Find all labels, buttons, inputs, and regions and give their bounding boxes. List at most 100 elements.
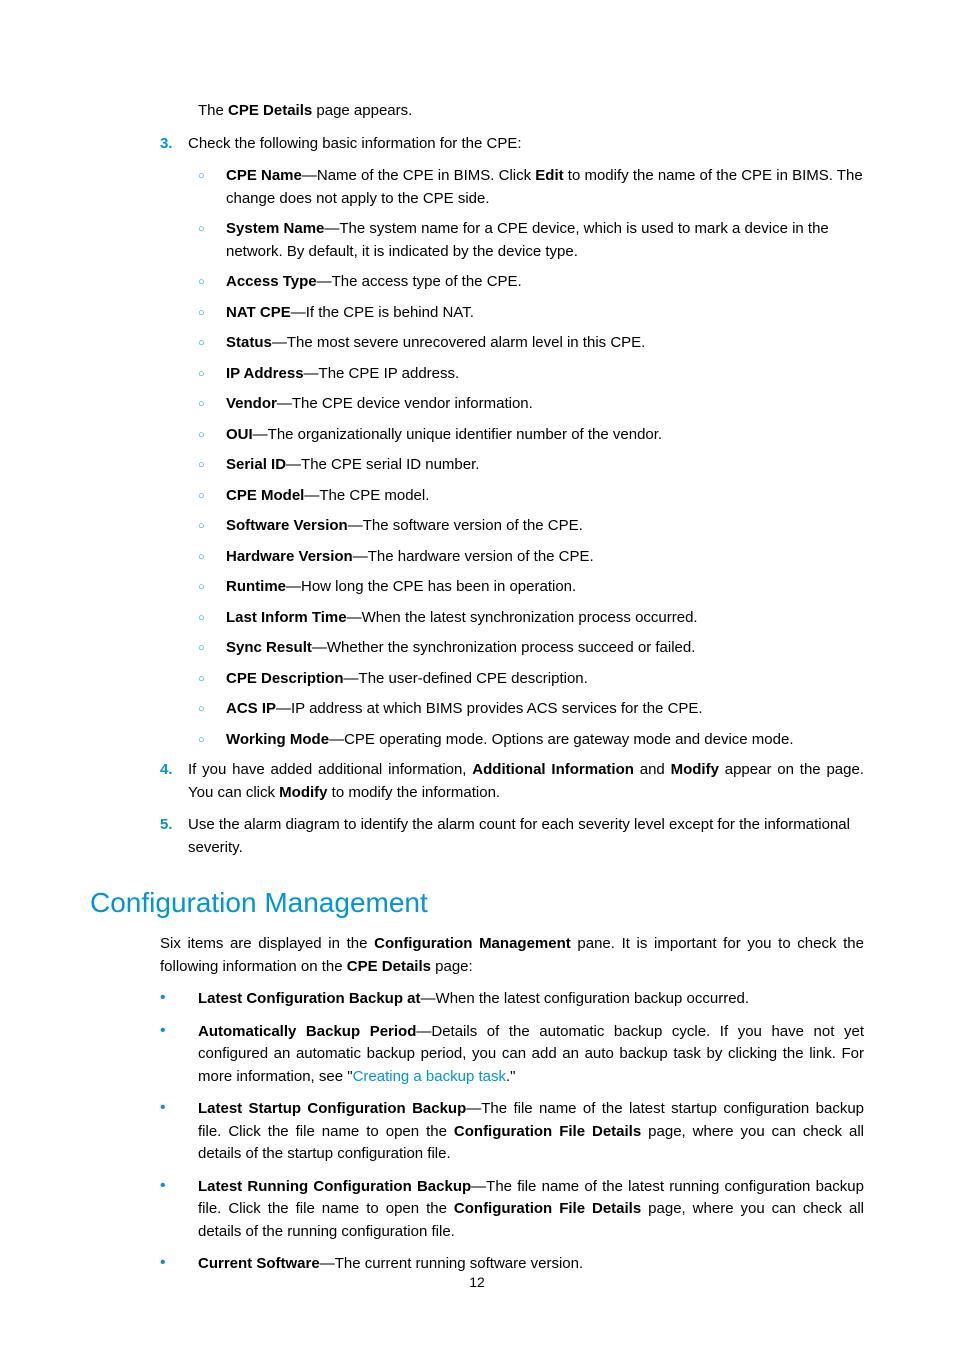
sub-item-text: System Name—The system name for a CPE de… [226, 218, 864, 263]
sub-list-item: ○Status—The most severe unrecovered alar… [198, 332, 864, 355]
field-desc: —The CPE IP address. [304, 365, 460, 382]
sub-item-text: Last Inform Time—When the latest synchro… [226, 607, 864, 630]
intro-paragraph: Six items are displayed in the Configura… [160, 933, 864, 978]
text: to modify the information. [328, 784, 501, 801]
field-label: Status [226, 334, 272, 351]
circle-bullet-icon: ○ [198, 576, 226, 599]
field-desc: —The CPE model. [304, 487, 429, 504]
field-desc: —When the latest configuration backup oc… [421, 990, 750, 1007]
field-label: Software Version [226, 517, 348, 534]
bullet-list-item: •Latest Configuration Backup at—When the… [160, 988, 864, 1011]
dot-bullet-icon: • [160, 1253, 198, 1276]
ordered-step-4: 4. If you have added additional informat… [90, 759, 864, 804]
field-label: Latest Running Configuration Backup [198, 1178, 471, 1195]
field-label: IP Address [226, 365, 304, 382]
field-label: Last Inform Time [226, 609, 347, 626]
circle-bullet-icon: ○ [198, 485, 226, 508]
circle-bullet-icon: ○ [198, 546, 226, 569]
field-label: Serial ID [226, 456, 286, 473]
sub-item-text: Sync Result—Whether the synchronization … [226, 637, 864, 660]
dot-bullet-icon: • [160, 1021, 198, 1089]
field-desc: —Whether the synchronization process suc… [312, 639, 696, 656]
sub-list-item: ○NAT CPE—If the CPE is behind NAT. [198, 302, 864, 325]
ordered-step-5: 5. Use the alarm diagram to identify the… [90, 814, 864, 859]
sub-list: ○CPE Name—Name of the CPE in BIMS. Click… [198, 165, 864, 751]
field-label: CPE Model [226, 487, 304, 504]
bold-text: CPE Details [228, 102, 312, 119]
bold-text: Modify [279, 784, 327, 801]
field-desc: —The software version of the CPE. [348, 517, 583, 534]
field-desc: —IP address at which BIMS provides ACS s… [276, 700, 703, 717]
field-label: Working Mode [226, 731, 329, 748]
page-number: 12 [0, 1274, 954, 1290]
field-label: Latest Configuration Backup at [198, 990, 421, 1007]
sub-list-item: ○Hardware Version—The hardware version o… [198, 546, 864, 569]
field-label: Access Type [226, 273, 317, 290]
circle-bullet-icon: ○ [198, 637, 226, 660]
field-label: CPE Name [226, 167, 302, 184]
sub-list-item: ○Software Version—The software version o… [198, 515, 864, 538]
sub-item-text: Runtime—How long the CPE has been in ope… [226, 576, 864, 599]
text: page appears. [312, 102, 412, 119]
field-desc: —When the latest synchronization process… [347, 609, 698, 626]
bold-text: Additional Information [472, 761, 634, 778]
sub-list-item: ○CPE Description—The user-defined CPE de… [198, 668, 864, 691]
step-text: If you have added additional information… [188, 759, 864, 804]
field-label: OUI [226, 426, 253, 443]
field-label: Sync Result [226, 639, 312, 656]
bullet-item-text: Latest Running Configuration Backup—The … [198, 1176, 864, 1244]
field-label: CPE Description [226, 670, 344, 687]
circle-bullet-icon: ○ [198, 698, 226, 721]
field-desc: —How long the CPE has been in operation. [286, 578, 576, 595]
circle-bullet-icon: ○ [198, 607, 226, 630]
bullet-list-item: •Automatically Backup Period—Details of … [160, 1021, 864, 1089]
bullet-list-item: •Latest Startup Configuration Backup—The… [160, 1098, 864, 1166]
circle-bullet-icon: ○ [198, 332, 226, 355]
field-desc: —The most severe unrecovered alarm level… [272, 334, 645, 351]
intro-line: The CPE Details page appears. [198, 100, 864, 123]
sub-list-item: ○CPE Model—The CPE model. [198, 485, 864, 508]
sub-item-text: Serial ID—The CPE serial ID number. [226, 454, 864, 477]
bold-text: Configuration File Details [454, 1123, 641, 1140]
sub-item-text: Working Mode—CPE operating mode. Options… [226, 729, 864, 752]
cross-ref-link[interactable]: Creating a backup task [353, 1068, 506, 1085]
circle-bullet-icon: ○ [198, 218, 226, 263]
bold-text: Configuration File Details [454, 1200, 641, 1217]
bullet-item-text: Automatically Backup Period—Details of t… [198, 1021, 864, 1089]
bullet-item-text: Current Software—The current running sof… [198, 1253, 864, 1276]
sub-item-text: NAT CPE—If the CPE is behind NAT. [226, 302, 864, 325]
bullet-list-item: •Current Software—The current running so… [160, 1253, 864, 1276]
bullet-list: •Latest Configuration Backup at—When the… [160, 988, 864, 1276]
sub-list-item: ○ACS IP—IP address at which BIMS provide… [198, 698, 864, 721]
text: Six items are displayed in the [160, 935, 374, 952]
circle-bullet-icon: ○ [198, 454, 226, 477]
bold-text: Configuration Management [374, 935, 571, 952]
field-desc: —The organizationally unique identifier … [253, 426, 662, 443]
text: The [198, 102, 228, 119]
sub-item-text: Access Type—The access type of the CPE. [226, 271, 864, 294]
field-desc: —CPE operating mode. Options are gateway… [329, 731, 793, 748]
circle-bullet-icon: ○ [198, 424, 226, 447]
document-page: The CPE Details page appears. 3. Check t… [0, 0, 954, 1346]
dot-bullet-icon: • [160, 1176, 198, 1244]
field-desc: —The user-defined CPE description. [344, 670, 588, 687]
bold-text: CPE Details [347, 958, 431, 975]
circle-bullet-icon: ○ [198, 165, 226, 210]
sub-list-item: ○CPE Name—Name of the CPE in BIMS. Click… [198, 165, 864, 210]
field-label: Hardware Version [226, 548, 353, 565]
bullet-item-text: Latest Startup Configuration Backup—The … [198, 1098, 864, 1166]
sub-item-text: Hardware Version—The hardware version of… [226, 546, 864, 569]
ordered-step-3: 3. Check the following basic information… [90, 133, 864, 156]
text: If you have added additional information… [188, 761, 472, 778]
field-label: Vendor [226, 395, 277, 412]
circle-bullet-icon: ○ [198, 393, 226, 416]
step-number: 5. [160, 814, 188, 859]
circle-bullet-icon: ○ [198, 729, 226, 752]
field-desc: —The current running software version. [320, 1255, 583, 1272]
sub-item-text: Software Version—The software version of… [226, 515, 864, 538]
sub-item-text: OUI—The organizationally unique identifi… [226, 424, 864, 447]
field-desc: ." [506, 1068, 516, 1085]
bullet-list-item: •Latest Running Configuration Backup—The… [160, 1176, 864, 1244]
sub-list-item: ○Working Mode—CPE operating mode. Option… [198, 729, 864, 752]
section-heading: Configuration Management [90, 887, 864, 919]
